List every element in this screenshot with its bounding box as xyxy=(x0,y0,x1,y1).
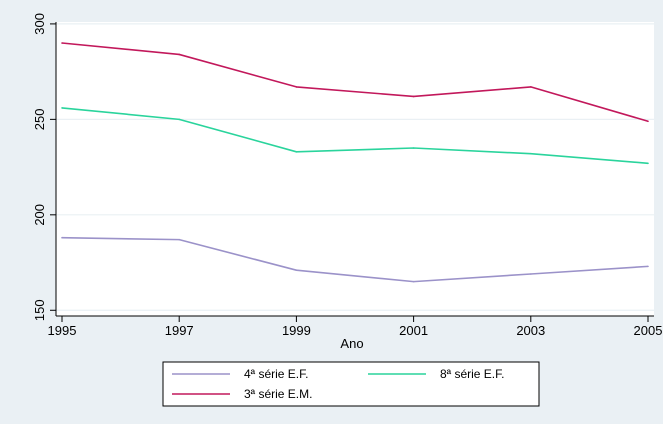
x-tick-label-5: 2005 xyxy=(634,323,663,338)
x-tick-label-4: 2003 xyxy=(516,323,545,338)
series-1-point-5 xyxy=(647,162,649,165)
series-2-point-2 xyxy=(295,86,298,88)
series-1-point-4 xyxy=(530,152,532,155)
series-lines xyxy=(61,42,649,283)
series-0-point-3 xyxy=(412,280,415,283)
grid-lines xyxy=(56,23,654,311)
legend-label-0: 4ª série E.F. xyxy=(244,367,308,381)
series-0-point-0 xyxy=(61,236,63,239)
series-line-1 xyxy=(61,107,649,165)
series-line-0 xyxy=(61,236,649,283)
y-tick-label-2: 250 xyxy=(32,109,47,131)
series-2-point-3 xyxy=(412,95,415,98)
series-0-point-2 xyxy=(295,269,298,271)
legend-label-1: 8ª série E.F. xyxy=(440,367,504,381)
series-0-point-1 xyxy=(178,238,180,241)
y-tick-label-0: 150 xyxy=(32,299,47,321)
x-tick-label-1: 1997 xyxy=(165,323,194,338)
series-0-point-5 xyxy=(647,265,649,268)
legend-box xyxy=(162,361,540,407)
series-1-point-2 xyxy=(295,151,298,153)
series-2-point-5 xyxy=(647,120,649,123)
legend: 4ª série E.F. 8ª série E.F. 3ª série E.M. xyxy=(162,361,540,407)
series-2-point-4 xyxy=(530,86,532,88)
y-tick-label-3: 300 xyxy=(32,13,47,35)
axes: 150 200 250 300 1995 1997 1999 2001 2003 2005 xyxy=(32,13,662,338)
x-tick-label-0: 1995 xyxy=(48,323,77,338)
x-tick-label-2: 1999 xyxy=(282,323,311,338)
series-1-point-0 xyxy=(61,107,63,109)
series-2-point-1 xyxy=(178,53,180,56)
series-2-point-0 xyxy=(61,42,63,44)
x-tick-label-3: 2001 xyxy=(399,323,428,338)
legend-label-2: 3ª série E.M. xyxy=(244,387,312,401)
series-0-point-4 xyxy=(530,273,532,275)
series-1-point-3 xyxy=(412,147,415,149)
series-line-2 xyxy=(61,42,649,123)
plot-area xyxy=(56,22,654,316)
series-1-point-1 xyxy=(178,118,180,121)
x-axis-title: Ano xyxy=(340,336,363,351)
y-tick-label-1: 200 xyxy=(32,204,47,226)
